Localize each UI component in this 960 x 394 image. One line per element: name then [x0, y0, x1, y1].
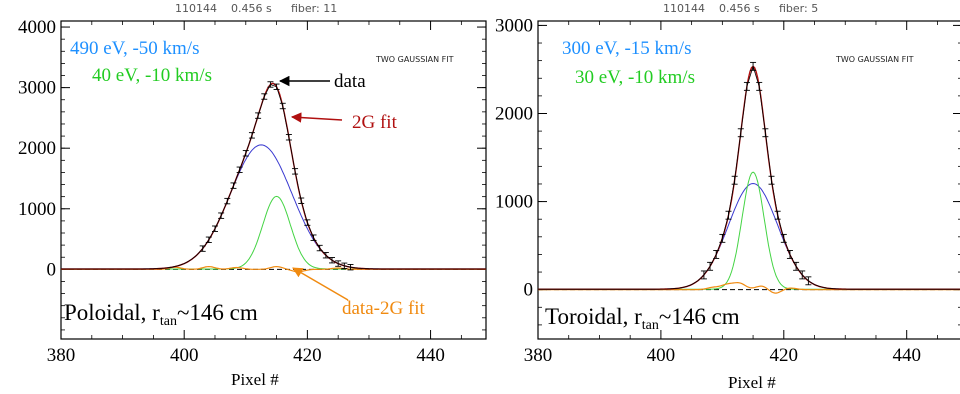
- header-fiber: fiber: 5: [779, 2, 818, 15]
- x-tick-label: 440: [892, 345, 921, 366]
- plot-frame: [537, 20, 960, 340]
- data-line: [61, 84, 486, 270]
- header-shot: 110144: [175, 2, 217, 15]
- caption-toroidal: Toroidal, rtan~146 cm: [545, 304, 740, 333]
- x-tick-label: 420: [293, 345, 322, 366]
- data-line: [538, 65, 960, 290]
- caption-rest: ~146 cm: [659, 304, 740, 329]
- x-tick-label: 420: [770, 345, 799, 366]
- x-tick-label: 400: [647, 345, 676, 366]
- y-tick-label: 4000: [18, 17, 56, 38]
- x-tick-label: 380: [524, 345, 553, 366]
- x-axis-title: Pixel #: [728, 373, 776, 392]
- header-shot: 110144: [663, 2, 705, 15]
- y-tick-label: 1000: [18, 199, 56, 220]
- y-tick-label: 3000: [495, 15, 533, 36]
- x-tick-label: 400: [170, 345, 199, 366]
- annotation-residual: data-2G fit: [342, 298, 426, 319]
- narrow-gaussian-line: [538, 171, 960, 290]
- header-fiber: fiber: 11: [291, 2, 337, 15]
- y-tick-label: 1000: [495, 192, 533, 213]
- residual-line: [538, 281, 960, 294]
- plot-area-toroidal: 0 1000 2000 3000 380 400 420 440: [495, 15, 960, 366]
- fit-label: TWO GAUSSIAN FIT: [835, 55, 914, 64]
- legend-narrow: 30 eV, -10 km/s: [575, 67, 695, 88]
- plot-area-poloidal: 0 1000 2000 3000 4000 380 400 420 440: [18, 17, 487, 366]
- caption-poloidal: Poloidal, rtan~146 cm: [64, 300, 258, 329]
- panel-poloidal: 110144 0.456 s fiber: 11 0 1000 2000 3000 40…: [18, 2, 487, 389]
- y-tick-label: 2000: [18, 138, 56, 159]
- x-tick-label: 380: [47, 345, 76, 366]
- plot-frame: [60, 20, 487, 340]
- caption-main: Toroidal, r: [545, 304, 642, 329]
- legend-broad: 490 eV, -50 km/s: [70, 38, 199, 59]
- fit-label: TWO GAUSSIAN FIT: [375, 55, 454, 64]
- caption-sub: tan: [160, 314, 177, 329]
- two-gaussian-fit-line: [61, 82, 486, 270]
- header-time: 0.456 s: [719, 2, 760, 15]
- y-tick-label: 0: [47, 259, 57, 280]
- caption-rest: ~146 cm: [177, 300, 258, 325]
- arrow-fit: [290, 112, 343, 123]
- arrow-residual: [292, 267, 349, 301]
- caption-sub: tan: [642, 318, 659, 333]
- narrow-gaussian-line: [61, 195, 486, 270]
- two-gaussian-fit-line: [538, 65, 960, 290]
- annotation-fit: 2G fit: [352, 112, 398, 133]
- y-tick-label: 2000: [495, 103, 533, 124]
- annotation-data: data: [334, 71, 366, 92]
- x-axis-title: Pixel #: [231, 370, 279, 389]
- caption-main: Poloidal, r: [64, 300, 160, 325]
- y-tick-label: 3000: [18, 78, 56, 99]
- legend-narrow: 40 eV, -10 km/s: [92, 65, 212, 86]
- y-tick-label: 0: [524, 280, 534, 301]
- legend-broad: 300 eV, -15 km/s: [562, 38, 691, 59]
- x-tick-label: 440: [416, 345, 445, 366]
- broad-gaussian-line: [61, 144, 486, 270]
- broad-gaussian-line: [538, 182, 960, 290]
- panel-toroidal: 110144 0.456 s fiber: 5 0 1000 2000 3000 380…: [495, 2, 960, 392]
- header-time: 0.456 s: [231, 2, 272, 15]
